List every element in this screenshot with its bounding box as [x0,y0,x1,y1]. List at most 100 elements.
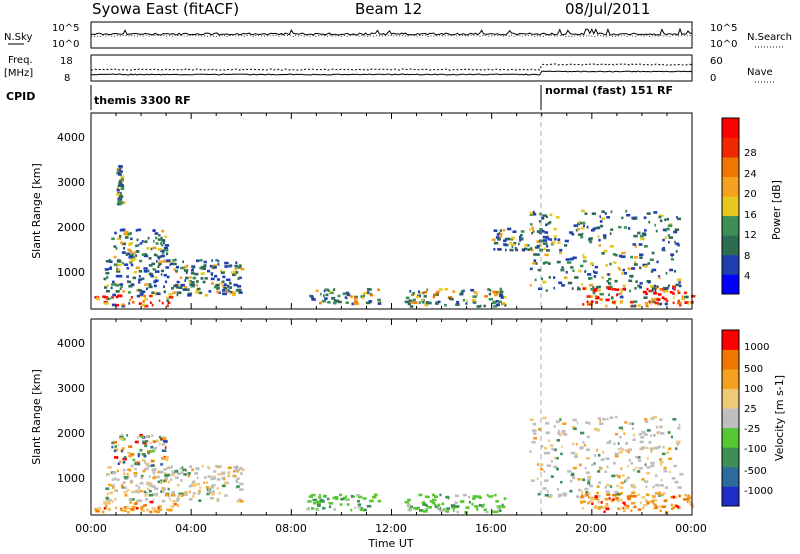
velocity-echo-cell [614,432,619,436]
power-echo-cell [120,179,124,182]
velocity-echo-cell [198,499,202,502]
velocity-echo-cell [652,434,656,437]
velocity-echo-cell [145,462,150,466]
velocity-echo-cell [107,466,111,469]
velocity-echo-cell [659,505,662,508]
power-echo-cell [612,253,617,256]
power-echo-cell [556,260,561,264]
power-echo-cell [520,230,525,233]
velocity-echo-cell [239,482,244,486]
power-echo-cell [653,284,657,288]
power-echo-cell [367,291,370,294]
power-echo-cell [598,244,602,247]
power-echo-cell [113,255,117,259]
velocity-echo-cell [240,472,243,475]
velocity-echo-cell [646,457,649,460]
power-echo-cell [198,291,203,295]
velocity-echo-cell [471,502,474,506]
power-echo-cell [621,255,626,258]
velocity-echo-cell [207,466,210,469]
velocity-echo-cell [218,491,221,495]
power-echo-cell [418,292,422,295]
power-echo-cell [150,274,154,278]
colorbar-cell [722,408,739,429]
power-echo-cell [580,209,585,213]
velocity-echo-cell [658,491,661,494]
velocity-echo-cell [151,469,156,472]
velocity-echo-cell [134,467,137,471]
power-echo-cell [115,284,120,287]
power-echo-cell [606,216,610,219]
power-echo-cell [487,288,490,291]
power-echo-cell [679,303,682,307]
power-echo-cell [491,238,496,242]
power-echo-cell [571,233,575,236]
power-echo-cell [130,258,135,262]
velocity-echo-cell [547,495,553,498]
velocity-echo-cell [606,465,609,469]
power-echo-cell [325,293,329,297]
velocity-echo-cell [172,500,177,503]
velocity-echo-cell [598,494,601,498]
power-echo-cell [444,287,449,291]
power-echo-cell [233,283,238,287]
velocity-echo-cell [223,481,228,485]
power-echo-cell [119,283,124,286]
velocity-echo-cell [188,490,191,494]
velocity-echo-cell [198,489,201,493]
power-echo-cell [544,231,549,234]
power-echo-cell [164,244,170,247]
power-echo-cell [498,232,501,235]
power-echo-cell [510,243,515,247]
velocity-echo-cell [606,441,611,444]
power-echo-cell [620,300,623,303]
velocity-echo-cell [630,462,634,465]
velocity-echo-cell [544,494,549,497]
velocity-echo-cell [105,505,108,508]
velocity-echo-cell [201,464,204,468]
nsearch-label: N.Search [747,32,792,43]
velocity-echo-cell [429,500,434,503]
power-echo-cell [184,279,187,282]
power-echo-cell [160,269,165,273]
power-echo-cell [120,187,125,191]
velocity-echo-cell [663,492,666,495]
velocity-echo-cell [122,461,126,464]
power-echo-cell [515,248,518,252]
power-echo-cell [176,285,179,288]
nave-tick-high: 60 [710,56,723,67]
power-echo-cell [529,284,532,287]
velocity-echo-cell [679,494,681,498]
velocity-echo-cell [616,493,621,496]
power-echo-cell [220,281,223,285]
velocity-echo-cell [333,508,337,511]
xtick-label-1600: 16:00 [475,522,507,535]
power-echo-cell [118,170,123,173]
power-echo-cell [146,287,148,291]
velocity-echo-cell [622,507,625,510]
power-echo-cell [112,293,116,297]
velocity-echo-cell [311,507,315,510]
velocity-echo-cell [171,491,175,495]
velocity-echo-cell [603,510,606,513]
velocity-cbar-tick-neg100: -100 [744,444,767,455]
power-echo-cell [621,272,626,275]
power-echo-cell [532,262,537,265]
power-echo-cell [654,301,659,305]
velocity-echo-cell [621,428,624,432]
velocity-echo-cell [103,501,106,504]
velocity-echo-cell [650,417,655,420]
velocity-echo-cell [573,427,577,431]
power-echo-cell [656,298,661,301]
velocity-echo-cell [546,451,550,455]
velocity-echo-cell [605,507,610,511]
power-ytick-2000: 2000 [57,221,85,234]
power-echo-cell [681,297,686,301]
power-echo-cell [121,185,125,189]
velocity-echo-cell [608,440,612,443]
power-echo-cell [531,232,533,235]
power-echo-cell [484,295,488,298]
power-echo-cell [479,304,482,308]
velocity-echo-cell [206,481,208,484]
